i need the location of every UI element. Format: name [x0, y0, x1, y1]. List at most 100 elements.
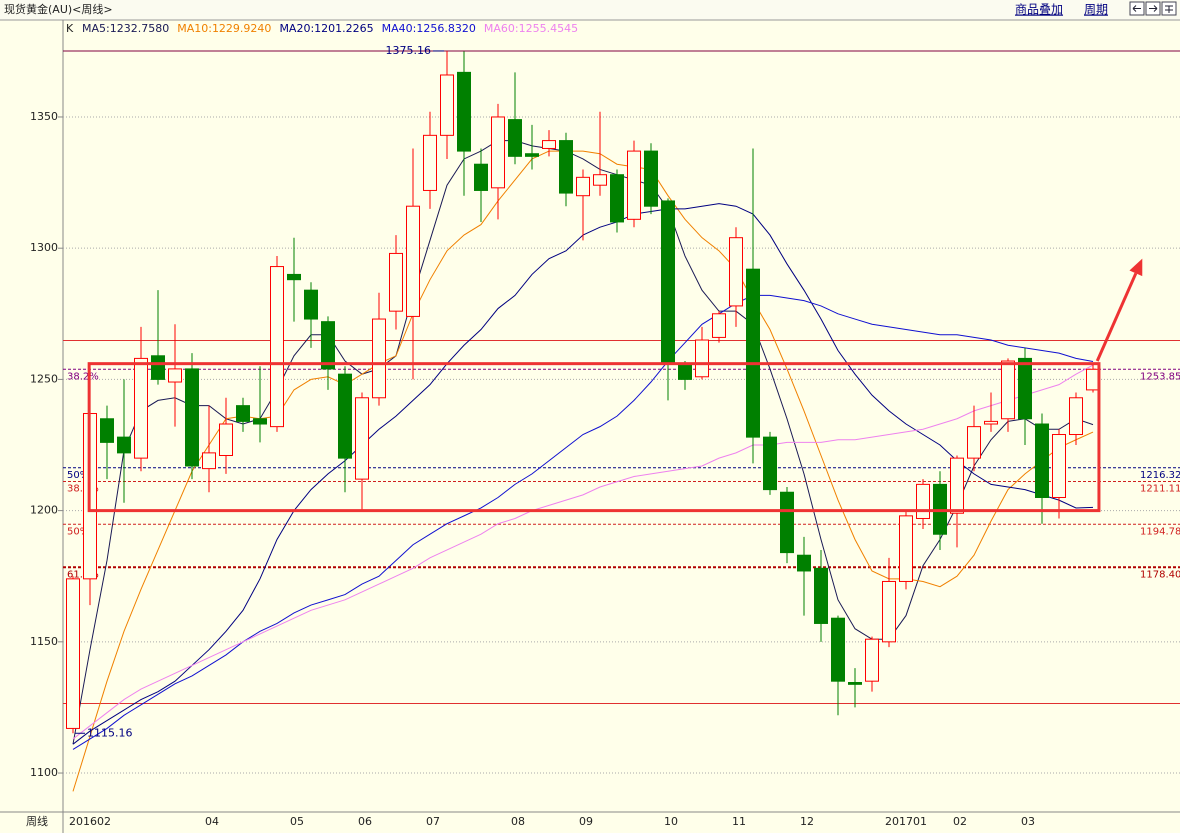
low-label: 1115.16: [87, 726, 133, 739]
candle-body: [984, 420, 998, 425]
candle-body: [253, 418, 267, 425]
candle-body: [542, 140, 556, 149]
candle-body: [1035, 423, 1049, 498]
y-tick-label: 1150: [30, 635, 58, 648]
legend-entry: MA60:1255.4545: [484, 22, 578, 35]
candle-body: [117, 436, 131, 454]
candle-body: [848, 681, 862, 685]
candle-body: [627, 150, 641, 220]
candle-body: [678, 363, 692, 380]
candle-body: [338, 373, 352, 459]
candle-body: [202, 452, 216, 470]
candle-body: [763, 436, 777, 491]
candle-body: [1018, 357, 1032, 420]
x-tick-label: 03: [1021, 815, 1035, 828]
candle-body: [440, 74, 454, 136]
y-tick-label: 1250: [30, 372, 58, 385]
fib-value: 1216.32: [1140, 470, 1180, 481]
candle-body: [1001, 360, 1015, 420]
candle-body: [882, 580, 896, 643]
fib-ratio: 38.2%: [67, 371, 99, 382]
x-tick-label: 02: [953, 815, 967, 828]
fib-ratio: 61.8%: [67, 569, 99, 580]
candle-body: [168, 368, 182, 383]
candle-body: [967, 426, 981, 459]
candle-body: [508, 119, 522, 157]
highlight-box: [87, 362, 1101, 513]
candle-body: [695, 339, 709, 378]
candle-body: [1069, 397, 1083, 436]
x-tick-label: 201701: [885, 815, 927, 828]
candle-body: [304, 289, 318, 320]
header-bar: [0, 0, 1180, 20]
fib-value: 1194.78: [1140, 526, 1180, 537]
fib-ratio: 38.2%: [67, 483, 99, 494]
fib-value: 1178.40: [1140, 569, 1180, 580]
candle-body: [474, 163, 488, 191]
candle-body: [1052, 434, 1066, 498]
x-tick-label: 11: [732, 815, 746, 828]
x-tick-label: 10: [664, 815, 678, 828]
fib-value: 1211.11: [1140, 483, 1180, 494]
period-button[interactable]: 周期: [1084, 3, 1108, 17]
high-label: 1375.16: [386, 44, 432, 57]
legend-entry: MA10:1229.9240: [177, 22, 271, 35]
candle-body: [831, 617, 845, 682]
candle-body: [593, 174, 607, 186]
y-tick-label: 1100: [30, 766, 58, 779]
candle-body: [746, 268, 760, 438]
arrow-shaft: [1095, 272, 1138, 362]
period-label: 周线: [26, 814, 48, 828]
candle-body: [185, 368, 199, 467]
candle-body: [899, 515, 913, 582]
candle-body: [355, 397, 369, 480]
candle-body: [406, 205, 420, 317]
x-tick-label: 08: [511, 815, 525, 828]
candle-body: [525, 153, 539, 157]
candle-body: [780, 491, 794, 554]
candle-body: [321, 321, 335, 370]
overlay-button[interactable]: 商品叠加: [1015, 2, 1063, 17]
candle-body: [865, 638, 879, 682]
candle-body: [729, 237, 743, 307]
legend-entry: MA5:1232.7580: [82, 22, 169, 35]
candle-body: [712, 313, 726, 338]
candle-body: [491, 116, 505, 189]
nav-icons[interactable]: [1129, 1, 1177, 16]
y-tick-label: 1350: [30, 110, 58, 123]
fib-ratio: 50%: [67, 470, 89, 481]
x-tick-label: 09: [579, 815, 593, 828]
x-tick-label: 07: [426, 815, 440, 828]
candle-body: [287, 273, 301, 281]
nav-window-icon: [1165, 5, 1173, 13]
legend-entry: MA20:1201.2265: [279, 22, 373, 35]
x-tick-label: 05: [290, 815, 304, 828]
candle-body: [423, 134, 437, 191]
legend-entry: MA40:1256.8320: [382, 22, 476, 35]
candle-body: [916, 483, 930, 519]
candle-body: [134, 357, 148, 459]
x-tick-label: 12: [800, 815, 814, 828]
candle-body: [644, 150, 658, 207]
nav-right-arrow: [1149, 5, 1158, 12]
x-tick-label: 04: [205, 815, 219, 828]
ma-line: [72, 364, 1094, 740]
y-tick-label: 1200: [30, 504, 58, 517]
candle-body: [236, 405, 250, 422]
candle-body: [100, 418, 114, 443]
x-tick-label: 06: [358, 815, 372, 828]
candle-body: [389, 252, 403, 312]
candle-body: [372, 318, 386, 399]
candle-body: [797, 554, 811, 572]
indicator-label: K: [66, 22, 74, 35]
candle-body: [610, 174, 624, 223]
fib-ratio: 50%: [67, 526, 89, 537]
y-tick-label: 1300: [30, 241, 58, 254]
fib-value: 1253.85: [1140, 371, 1180, 382]
nav-left-arrow: [1132, 5, 1141, 12]
x-tick-label: 201602: [69, 815, 111, 828]
candle-body: [950, 457, 964, 514]
candle-body: [814, 567, 828, 624]
candle-body: [457, 71, 471, 152]
